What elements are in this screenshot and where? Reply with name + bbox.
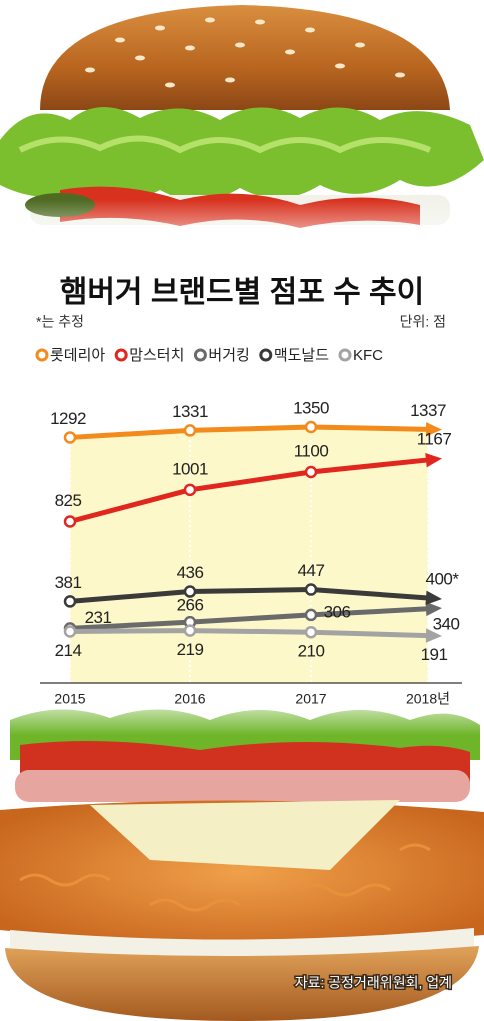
value-label: 1001 (172, 459, 208, 478)
value-label: 1331 (172, 402, 208, 421)
value-label: 214 (55, 641, 82, 660)
point (304, 583, 318, 596)
value-label: 447 (298, 561, 325, 580)
point (63, 595, 77, 608)
series-line (69, 587, 429, 604)
point (425, 633, 431, 639)
x-tick-label: 2018년 (406, 691, 450, 707)
x-tick-label: 2017 (295, 691, 326, 707)
legend-label: KFC (353, 347, 383, 364)
point (183, 624, 197, 637)
point (304, 608, 318, 622)
point (304, 625, 318, 639)
point (425, 426, 431, 432)
point (425, 606, 431, 612)
point (63, 515, 77, 528)
arrow-head (425, 590, 442, 606)
legend-swatch (259, 348, 273, 362)
note: *는 추정 (36, 314, 84, 330)
plot-area: 2015 2016 2017 2018년 1292 1331 1350 1337 825 1001… (40, 398, 462, 707)
unit-label: 단위: 점 (400, 314, 446, 330)
value-label: 381 (55, 573, 82, 592)
value-label: 400* (426, 569, 460, 588)
point (425, 457, 431, 463)
point (304, 420, 318, 434)
series-line (69, 606, 429, 631)
source: 자료: 공정거래위원회, 업계 (295, 975, 452, 991)
point (183, 424, 197, 437)
value-label: 1350 (293, 398, 329, 417)
legend-label: 맥도날드 (274, 347, 329, 364)
top-burger-image (0, 5, 484, 260)
legend-label: 버거킹 (208, 347, 249, 364)
point (63, 431, 77, 444)
legend-swatch (114, 348, 128, 362)
series-line (69, 457, 429, 524)
value-label: 1167 (417, 429, 452, 448)
legend-swatch (193, 348, 207, 362)
legend: 롯데리아 맘스터치 버거킹 맥도날드 KFC (35, 347, 383, 364)
legend-item: KFC (338, 347, 383, 364)
x-tick-label: 2016 (174, 691, 205, 707)
value-label: 210 (298, 642, 325, 661)
legend-label: 롯데리아 (50, 347, 105, 364)
value-label: 1292 (50, 409, 86, 428)
value-label: 436 (177, 563, 204, 582)
series-line (69, 424, 429, 440)
legend-item: 버거킹 (193, 347, 250, 364)
point (183, 585, 197, 598)
bottom-burger-image (0, 690, 484, 1021)
arrow-head (425, 628, 442, 643)
value-label: 266 (177, 596, 204, 615)
value-label: 1100 (294, 441, 329, 460)
point (183, 483, 197, 497)
value-label: 231 (85, 608, 112, 627)
legend-swatch (35, 348, 49, 362)
point (425, 595, 431, 601)
value-label: 191 (421, 645, 448, 664)
value-label: 1337 (410, 401, 446, 420)
chart-title: 햄버거 브랜드별 점포 수 추이 (60, 276, 425, 309)
area-fill (70, 427, 428, 683)
arrow-head (425, 601, 442, 617)
point (304, 465, 318, 479)
arrow-head (425, 422, 442, 437)
value-label: 219 (177, 640, 204, 659)
x-tick-label: 2015 (54, 691, 85, 707)
legend-item: 롯데리아 (35, 347, 105, 364)
arrow-head (425, 452, 442, 468)
legend-swatch (338, 348, 352, 362)
series-line (69, 628, 429, 639)
value-label: 825 (55, 491, 82, 510)
legend-item: 맥도날드 (259, 347, 329, 364)
legend-label: 맘스터치 (129, 347, 184, 364)
legend-item: 맘스터치 (114, 347, 184, 364)
value-label: 306 (324, 602, 351, 621)
point (63, 625, 77, 638)
value-label: 340 (433, 614, 460, 633)
